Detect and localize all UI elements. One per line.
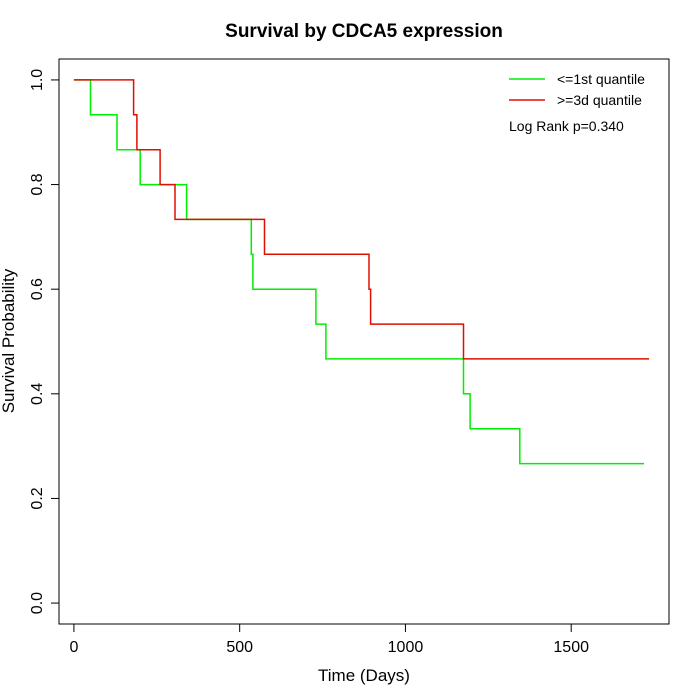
logrank-annotation: Log Rank p=0.340 bbox=[509, 118, 624, 134]
legend-label-low: <=1st quantile bbox=[557, 71, 645, 87]
y-tick-label: 0.2 bbox=[29, 487, 46, 509]
plot-frame bbox=[58, 58, 670, 625]
y-tick-label: 0.0 bbox=[29, 592, 46, 614]
series-layer bbox=[73, 79, 650, 465]
y-tick-label: 1.0 bbox=[29, 69, 46, 91]
y-axis-label: Survival Probability bbox=[0, 268, 18, 413]
legend: <=1st quantile >=3d quantile bbox=[509, 71, 645, 108]
y-tick-label: 0.8 bbox=[29, 173, 46, 195]
x-tick-label: 0 bbox=[69, 639, 78, 656]
chart-title: Survival by CDCA5 expression bbox=[225, 21, 503, 42]
y-axis: 0.0 0.2 0.4 0.6 0.8 1.0 bbox=[29, 69, 60, 614]
x-tick-label: 500 bbox=[226, 639, 253, 656]
x-axis-label: Time (Days) bbox=[318, 666, 410, 685]
legend-label-high: >=3d quantile bbox=[557, 92, 642, 108]
y-tick-label: 0.6 bbox=[29, 278, 46, 300]
survival-curve-high bbox=[73, 79, 650, 360]
survival-curve-low bbox=[73, 79, 645, 465]
y-tick-label: 0.4 bbox=[29, 383, 46, 405]
x-tick-label: 1500 bbox=[553, 639, 589, 656]
x-tick-label: 1000 bbox=[388, 639, 424, 656]
x-axis: 0 500 1000 1500 bbox=[69, 623, 589, 656]
